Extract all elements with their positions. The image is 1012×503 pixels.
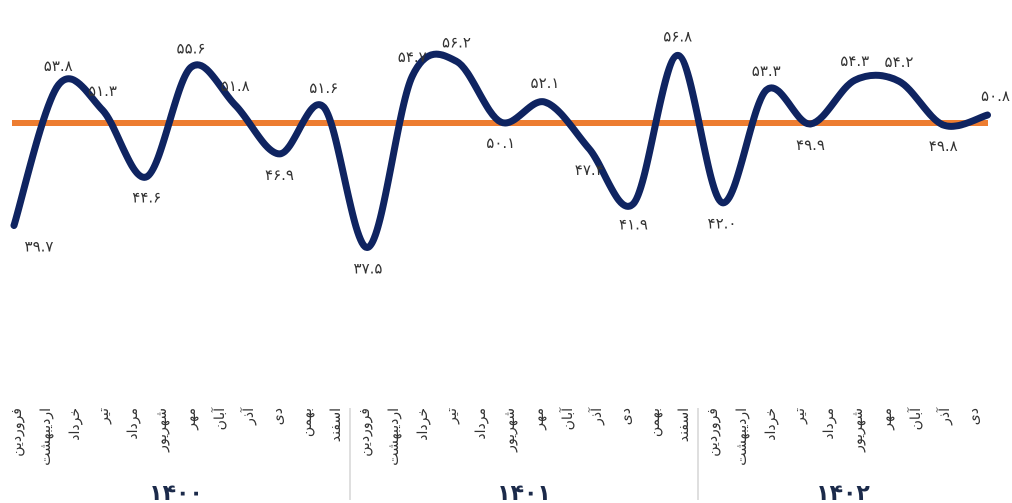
data-label: ۴۱.۹ bbox=[619, 216, 648, 234]
tick-label: اردیبهشت bbox=[38, 408, 54, 466]
tick-label: شهریور bbox=[850, 408, 866, 453]
data-label: ۵۶.۸ bbox=[663, 27, 692, 45]
tick-label: آبان bbox=[559, 407, 576, 430]
data-label: ۳۹.۷ bbox=[25, 237, 54, 255]
series-line bbox=[10, 50, 991, 251]
tick-label: فروردین bbox=[705, 408, 721, 457]
tick-label: مرداد bbox=[821, 408, 837, 440]
tick-label: آذر bbox=[588, 407, 605, 426]
tick-label: دی bbox=[618, 408, 634, 425]
tick-label: بهمن bbox=[647, 408, 663, 437]
data-label: ۵۶.۲ bbox=[442, 33, 471, 51]
data-label: ۴۶.۹ bbox=[265, 166, 294, 184]
data-label: ۵۴.۳ bbox=[840, 52, 869, 70]
tick-label: خرداد bbox=[415, 408, 431, 441]
tick-label: مرداد bbox=[473, 408, 489, 440]
data-label: ۴۲.۰ bbox=[708, 215, 737, 233]
data-label: ۵۱.۳ bbox=[88, 82, 117, 100]
tick-label: مهر bbox=[183, 408, 199, 431]
tick-label: اسفند bbox=[676, 408, 692, 442]
data-label: ۴۴.۶ bbox=[132, 189, 161, 207]
data-label: ۵۰.۱ bbox=[486, 134, 515, 152]
tick-label: فروردین bbox=[9, 408, 25, 457]
tick-label: تیر bbox=[96, 408, 112, 425]
tick-label: آبان bbox=[211, 407, 228, 430]
tick-label: آبان bbox=[907, 407, 924, 430]
tick-label: اردیبهشت bbox=[386, 408, 402, 466]
tick-label: آذر bbox=[240, 407, 257, 426]
tick-label: دی bbox=[270, 408, 286, 425]
data-label: ۵۵.۶ bbox=[177, 39, 206, 57]
tick-label: خرداد bbox=[67, 408, 83, 441]
data-label: ۵۱.۶ bbox=[309, 79, 338, 97]
tick-label: دی bbox=[966, 408, 982, 425]
tick-label: مهر bbox=[531, 408, 547, 431]
data-label: ۴۹.۸ bbox=[929, 137, 958, 155]
year-label: ۱۴۰۰ bbox=[149, 481, 203, 503]
tick-label: شهریور bbox=[502, 408, 518, 453]
tick-label: فروردین bbox=[357, 408, 373, 457]
data-label: ۵۱.۸ bbox=[221, 77, 250, 95]
tick-label: اردیبهشت bbox=[734, 408, 750, 466]
year-label: ۱۴۰۱ bbox=[497, 481, 551, 503]
data-label: ۴۹.۹ bbox=[796, 136, 825, 154]
year-label: ۱۴۰۲ bbox=[816, 481, 870, 503]
tick-label: تیر bbox=[792, 408, 808, 425]
tick-label: مهر bbox=[879, 408, 895, 431]
data-label: ۵۲.۱ bbox=[531, 74, 560, 92]
tick-label: خرداد bbox=[763, 408, 779, 441]
data-label: ۳۷.۵ bbox=[354, 259, 383, 277]
tick-label: اسفند bbox=[328, 408, 344, 442]
tick-label: بهمن bbox=[299, 408, 315, 437]
data-label: ۴۷.۴ bbox=[575, 161, 604, 179]
data-label: ۵۴.۲ bbox=[885, 53, 914, 71]
data-label: ۵۰.۸ bbox=[981, 87, 1010, 105]
tick-label: آذر bbox=[936, 407, 953, 426]
tick-label: مرداد bbox=[125, 408, 141, 440]
tick-label: تیر bbox=[444, 408, 460, 425]
data-label: ۵۳.۳ bbox=[752, 62, 781, 80]
tick-label: شهریور bbox=[154, 408, 170, 453]
data-label: ۵۳.۸ bbox=[44, 57, 73, 75]
data-label: ۵۴.۷ bbox=[398, 48, 427, 66]
